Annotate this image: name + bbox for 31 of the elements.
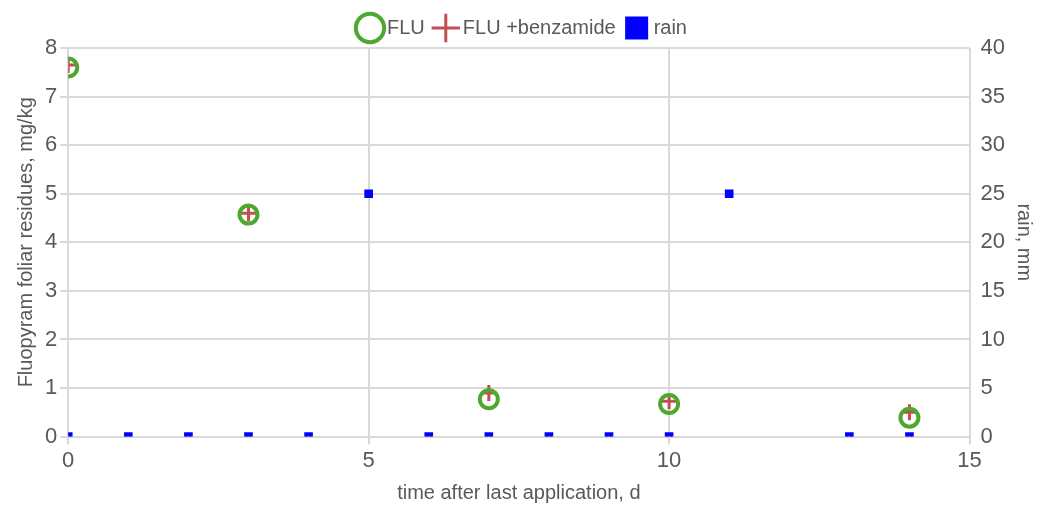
y-tick-label: 6 [44, 131, 58, 157]
legend-label: FLU +benzamide [462, 15, 616, 38]
y-axis-title: Fluopyram foliar residues, mg/kg [13, 97, 36, 388]
y-tick-label: 0 [44, 422, 58, 448]
y-tick-label: 5 [44, 179, 58, 205]
point [477, 388, 500, 411]
y2-tick-label: 20 [980, 228, 1006, 254]
x-axis-title: time after last application, d [397, 480, 641, 503]
y2-axis-title: rain, mm [1014, 203, 1037, 282]
y-tick-label: 2 [44, 325, 58, 351]
point [898, 406, 921, 429]
y2-tick-label: 10 [980, 325, 1006, 351]
point [658, 393, 681, 416]
x-tick-label: 15 [957, 446, 982, 472]
y-tick-label: 1 [44, 374, 58, 400]
y-tick-label: 7 [44, 82, 58, 108]
y2-tick-label: 30 [980, 131, 1006, 157]
y2-tick-label: 0 [980, 422, 993, 448]
y2-tick-label: 35 [980, 82, 1006, 108]
x-tick-label: 5 [362, 446, 375, 472]
x-tick-label: 0 [62, 446, 75, 472]
y2-tick-label: 15 [980, 276, 1006, 302]
legend-label: FLU [387, 15, 425, 38]
y-tick-label: 4 [44, 228, 58, 254]
legend-label: rain [653, 15, 688, 38]
y-tick-label: 8 [44, 34, 58, 60]
y2-tick-label: 25 [980, 179, 1006, 205]
y2-tick-label: 5 [980, 374, 993, 400]
x-tick-label: 10 [656, 446, 682, 472]
y2-tick-label: 40 [980, 34, 1006, 60]
y-tick-label: 3 [44, 276, 58, 302]
